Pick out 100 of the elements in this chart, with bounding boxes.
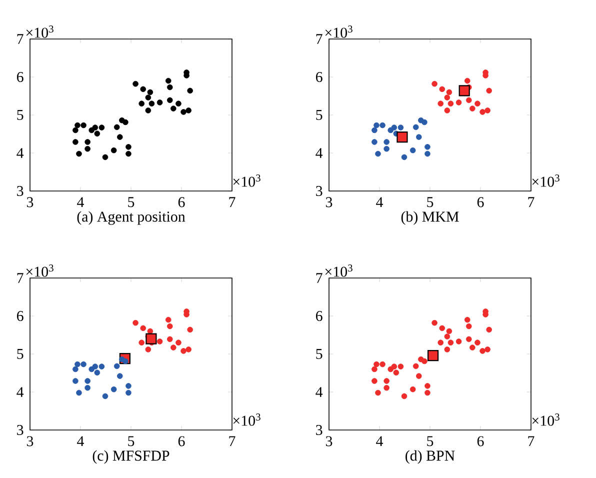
point (410, 147, 416, 154)
point (72, 366, 78, 372)
point (486, 88, 492, 94)
point (84, 146, 90, 152)
point (391, 124, 398, 130)
point (380, 122, 386, 128)
point (396, 131, 408, 143)
text: ×10$^{3}$ (26, 26, 54, 38)
point (138, 340, 145, 346)
point (110, 147, 117, 154)
point (470, 106, 476, 112)
point (84, 384, 90, 391)
point (438, 340, 444, 346)
point (76, 150, 82, 157)
text: ×10$^{3}$ (532, 414, 560, 426)
point (456, 100, 462, 106)
point (94, 370, 100, 376)
y-tick-label: 4 (16, 387, 24, 397)
point (427, 350, 439, 362)
point (72, 378, 78, 384)
point (424, 390, 430, 396)
point (422, 119, 428, 126)
point (102, 154, 108, 160)
point (372, 378, 378, 384)
point (432, 80, 438, 87)
x-tick-label: 4 (77, 436, 84, 446)
point (122, 119, 128, 126)
y-tick-label: 4 (316, 387, 323, 397)
point (126, 390, 132, 396)
point (110, 386, 117, 392)
point (126, 144, 132, 150)
text: (c) MFSFDP (92, 450, 170, 464)
y-tick-label: 5 (17, 110, 24, 120)
point (480, 109, 486, 115)
point (458, 85, 470, 96)
point (126, 150, 132, 157)
point (484, 108, 490, 114)
point (138, 100, 145, 106)
point (132, 320, 138, 326)
text: ×10$^{3}$ (325, 264, 352, 277)
point (166, 97, 173, 104)
point (466, 97, 472, 104)
point (166, 84, 173, 90)
point (187, 88, 193, 94)
point (146, 333, 157, 344)
point (466, 323, 472, 330)
point (74, 122, 80, 128)
x-tick-label: 3 (326, 436, 332, 446)
y-tick-label: 6 (316, 310, 322, 322)
point (464, 316, 470, 323)
y-tick-label: 7 (17, 273, 24, 283)
point (412, 363, 419, 370)
x-tick-label: 7 (528, 197, 534, 207)
point (375, 390, 381, 396)
y-tick-label: 5 (316, 110, 322, 120)
point (444, 108, 450, 114)
y-tick-label: 3 (316, 186, 322, 196)
point (448, 340, 454, 346)
point (416, 373, 422, 379)
point (464, 78, 470, 84)
point (486, 326, 492, 333)
text: ×10$^{3}$ (233, 414, 260, 426)
point (102, 393, 108, 400)
y-tick-label: 6 (16, 310, 24, 322)
point (374, 361, 380, 368)
x-tick-label: 3 (326, 197, 332, 208)
x-tick-label: 7 (528, 436, 534, 446)
point (98, 364, 105, 370)
point (398, 124, 404, 130)
point (466, 336, 472, 342)
point (393, 370, 400, 376)
y-tick-label: 7 (316, 34, 322, 44)
point (148, 100, 155, 106)
x-tick-label: 3 (26, 436, 34, 446)
point (446, 328, 452, 334)
y-tick-label: 3 (17, 424, 24, 436)
x-tick-label: 4 (77, 197, 84, 208)
point (98, 124, 105, 130)
point (186, 346, 192, 352)
point (444, 94, 450, 100)
point (114, 124, 120, 130)
point (170, 344, 176, 350)
x-tick-label: 6 (178, 197, 185, 208)
point (384, 384, 390, 391)
point (74, 361, 80, 368)
point (132, 80, 138, 87)
point (432, 320, 438, 326)
point (186, 108, 192, 114)
point (410, 386, 416, 392)
point (439, 325, 446, 332)
point (147, 89, 154, 96)
point (372, 139, 378, 145)
point (156, 338, 163, 344)
point (126, 383, 132, 389)
text: (a) Agent position (77, 211, 186, 225)
point (176, 100, 182, 106)
point (80, 122, 86, 128)
x-tick-label: 5 (128, 436, 134, 446)
text: (d) BPN (406, 450, 455, 464)
point (84, 139, 90, 145)
